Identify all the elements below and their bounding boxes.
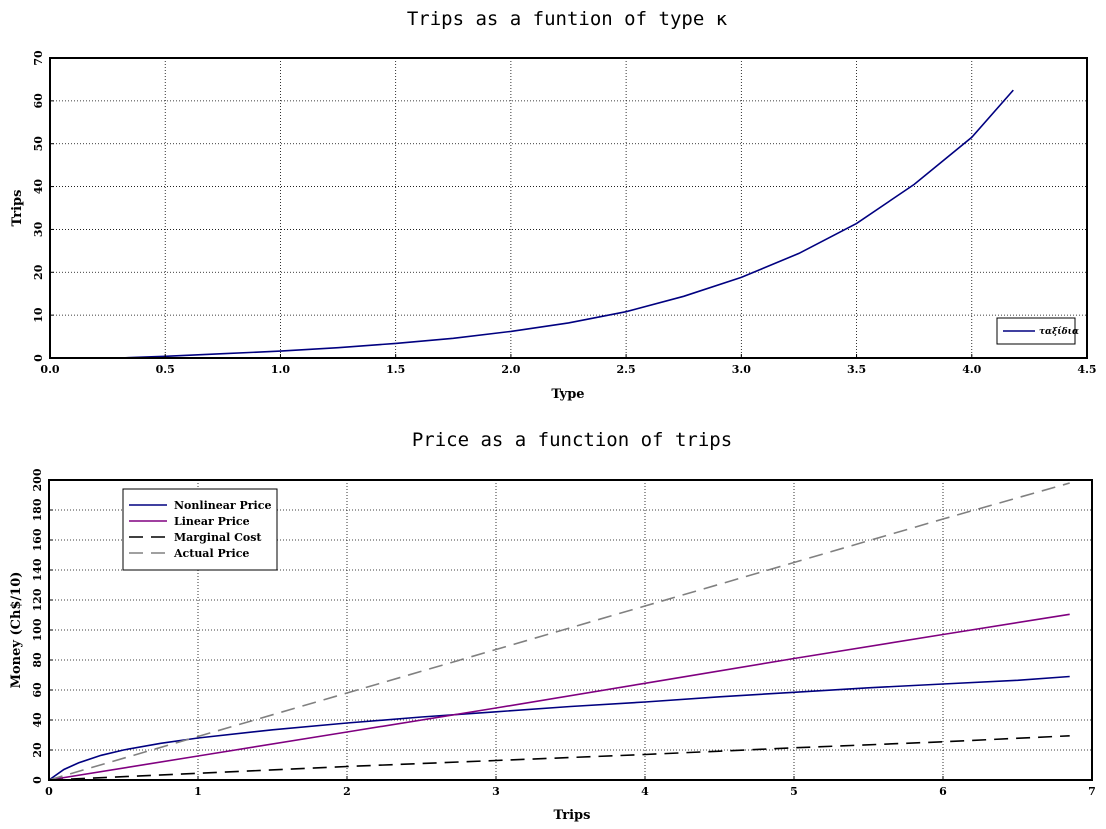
x-tick-label: 0.0 <box>40 363 59 376</box>
y-tick-label: 0 <box>32 354 45 362</box>
tick-labels: 0.0 0.5 1.0 1.5 2.0 2.5 3.0 3.5 4.0 4.5 0 10 20 30 40 5… <box>32 50 1097 376</box>
grid <box>49 480 1092 780</box>
x-tick-label: 4 <box>641 785 649 798</box>
legend-label: ταξίδια <box>1039 326 1079 337</box>
x-tick-label: 1.0 <box>271 363 290 376</box>
legend-label: Actual Price <box>173 547 249 560</box>
y-tick-label: 120 <box>31 588 44 611</box>
y-tick-label: 40 <box>32 179 45 195</box>
x-tick-label: 0.5 <box>156 363 175 376</box>
x-tick-label: 2.5 <box>617 363 636 376</box>
x-tick-label: 6 <box>939 785 947 798</box>
series-lines <box>119 89 1014 359</box>
y-tick-label: 160 <box>31 528 44 551</box>
y-tick-label: 50 <box>32 136 45 152</box>
x-tick-label: 3 <box>492 785 500 798</box>
x-tick-label: 3.5 <box>847 363 866 376</box>
series-lines <box>48 482 1070 781</box>
series-line <box>119 89 1014 359</box>
x-axis-label: Trips <box>554 808 591 823</box>
series-line-marginal-cost <box>48 735 1070 781</box>
y-tick-label: 80 <box>31 652 44 668</box>
chart-title: Price as a function of trips <box>412 429 732 451</box>
price-vs-trips-chart: Price as a function of trips 0 1 2 3 4 5 6 7 0 20… <box>9 429 1096 823</box>
y-tick-label: 40 <box>31 712 44 728</box>
y-tick-label: 60 <box>32 93 45 109</box>
y-axis-label: Money (Ch$/10) <box>9 572 24 689</box>
y-tick-label: 0 <box>31 776 44 784</box>
legend-box <box>122 488 278 571</box>
y-tick-label: 60 <box>31 682 44 698</box>
x-tick-label: 7 <box>1088 785 1096 798</box>
y-tick-label: 70 <box>32 50 45 66</box>
trips-vs-type-chart: Trips as a funtion of type κ 0.0 0.5 1.0 1.… <box>10 8 1097 402</box>
x-tick-label: 2 <box>343 785 351 798</box>
y-axis-label: Trips <box>10 190 25 227</box>
legend: Nonlinear Price Linear Price Marginal Co… <box>122 488 278 571</box>
chart-title: Trips as a funtion of type κ <box>407 8 728 30</box>
legend: ταξίδια <box>996 317 1079 345</box>
plot-frame <box>49 57 1088 359</box>
y-tick-label: 100 <box>31 618 44 641</box>
y-tick-label: 10 <box>32 307 45 323</box>
x-tick-label: 2.0 <box>501 363 520 376</box>
series-line-nonlinear-price <box>48 675 1070 781</box>
x-tick-label: 0 <box>45 785 53 798</box>
x-tick-label: 5 <box>790 785 798 798</box>
x-tick-label: 3.0 <box>732 363 751 376</box>
legend-label: Linear Price <box>174 515 250 528</box>
tick-labels: 0 1 2 3 4 5 6 7 0 20 40 60 80 100 120 140 160 180 200 <box>31 468 1096 798</box>
legend-label: Marginal Cost <box>174 531 262 544</box>
legend-label: Nonlinear Price <box>174 499 271 512</box>
y-tick-label: 30 <box>32 221 45 237</box>
y-tick-label: 140 <box>31 558 44 581</box>
x-axis-label: Type <box>551 387 584 402</box>
y-tick-label: 200 <box>31 468 44 491</box>
y-tick-label: 20 <box>32 264 45 280</box>
x-tick-label: 4.0 <box>962 363 981 376</box>
x-tick-label: 1 <box>194 785 202 798</box>
series-line-linear-price <box>48 613 1070 781</box>
x-tick-label: 4.5 <box>1077 363 1096 376</box>
y-tick-label: 20 <box>31 742 44 758</box>
series-line-actual-price <box>48 482 1070 781</box>
x-tick-label: 1.5 <box>386 363 405 376</box>
y-tick-label: 180 <box>31 498 44 521</box>
grid <box>50 58 1087 358</box>
